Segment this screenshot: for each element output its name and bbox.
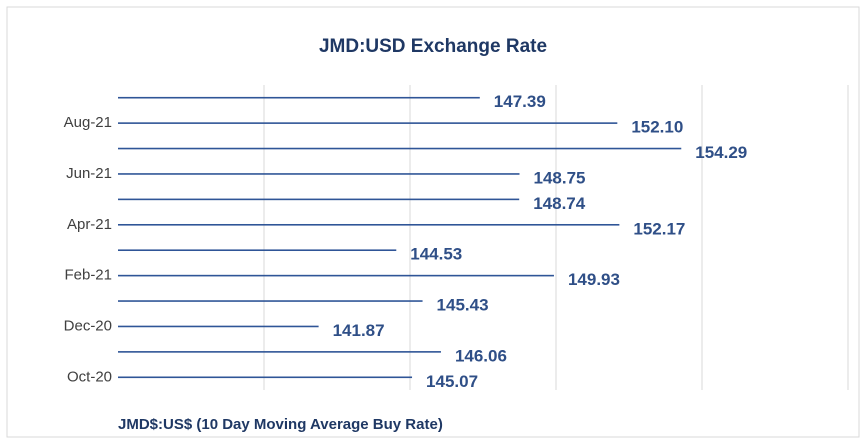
y-tick-label: Feb-21	[64, 267, 112, 284]
chart-frame	[6, 6, 860, 438]
data-label: 146.06	[455, 346, 507, 365]
data-label: 149.93	[568, 270, 620, 289]
data-label: 144.53	[410, 245, 462, 264]
y-tick-label: Aug-21	[64, 114, 112, 131]
data-label: 147.39	[494, 92, 546, 111]
data-label: 145.43	[437, 296, 489, 315]
bar	[118, 122, 618, 124]
bar	[118, 223, 620, 226]
axis-title: JMD$:US$ (10 Day Moving Average Buy Rate…	[118, 416, 443, 433]
bar	[118, 351, 441, 353]
bar	[118, 376, 413, 379]
data-label: 145.07	[426, 372, 478, 391]
chart-title: JMD:USD Exchange Rate	[319, 36, 547, 57]
data-label: 152.10	[631, 118, 683, 137]
y-tick-label: Jun-21	[66, 165, 112, 182]
bar	[118, 96, 480, 99]
data-label: 141.87	[333, 321, 385, 340]
bar	[118, 300, 423, 302]
bar	[118, 198, 520, 201]
bar	[118, 249, 397, 252]
data-label: 154.29	[695, 143, 747, 162]
y-tick-label: Oct-20	[67, 368, 112, 385]
bar	[118, 147, 682, 150]
bar	[118, 173, 520, 175]
data-label: 148.75	[534, 168, 586, 187]
y-tick-label: Dec-20	[64, 317, 112, 334]
bar	[118, 325, 319, 328]
bar	[118, 274, 554, 277]
y-tick-label: Apr-21	[67, 216, 112, 233]
data-label: 152.17	[633, 219, 685, 238]
data-label: 148.74	[533, 194, 586, 213]
